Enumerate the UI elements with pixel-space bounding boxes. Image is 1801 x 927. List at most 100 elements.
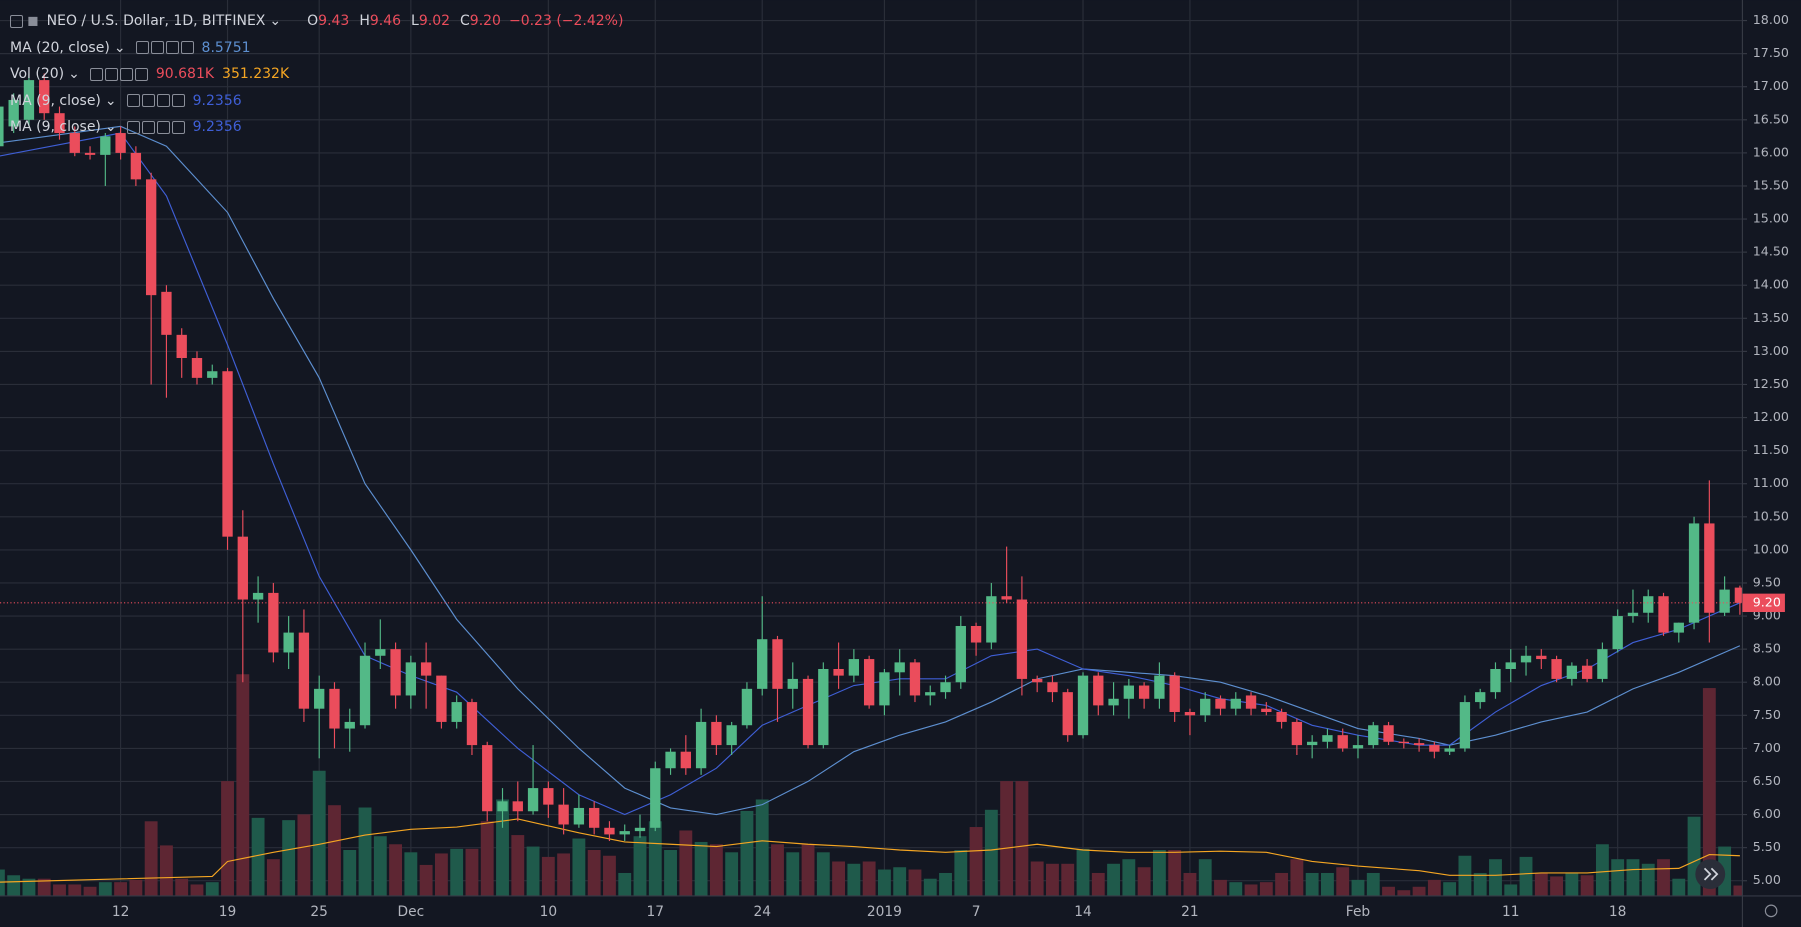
volume-bar xyxy=(1244,884,1258,896)
volume-bar xyxy=(679,830,693,896)
candle-body xyxy=(1581,665,1593,679)
volume-bar xyxy=(1702,688,1716,896)
candle-body xyxy=(176,334,187,359)
volume-bar xyxy=(480,821,494,896)
last-price-tag xyxy=(1742,593,1785,613)
x-tick-label: 7 xyxy=(972,904,981,920)
volume-bar xyxy=(633,836,647,896)
candle-body xyxy=(1001,596,1012,600)
candle-body xyxy=(1551,659,1562,679)
y-tick-label: 5.50 xyxy=(1753,839,1781,854)
y-tick-label: 8.50 xyxy=(1753,641,1781,656)
volume-bar xyxy=(908,869,922,896)
ohlc-label: C xyxy=(460,13,470,30)
volume-bar xyxy=(709,844,723,896)
volume-bar xyxy=(1595,844,1609,896)
legend-value: 8.5751 xyxy=(201,39,251,56)
candle-body xyxy=(1337,735,1348,749)
candle-body xyxy=(1093,675,1104,706)
candle-body xyxy=(787,678,798,689)
candle-body xyxy=(0,106,4,147)
volume-bar xyxy=(1076,848,1090,896)
dropdown[interactable]: ⌄ xyxy=(104,119,117,136)
volume-bar xyxy=(877,869,891,896)
volume-bar xyxy=(618,872,632,896)
candle-body xyxy=(1383,725,1394,742)
y-tick-label: 17.00 xyxy=(1753,78,1789,93)
dropdown[interactable]: ⌄ xyxy=(113,39,126,56)
settings-icon[interactable] xyxy=(1764,904,1778,918)
candle-body xyxy=(8,99,19,127)
x-tick-label: 14 xyxy=(1074,904,1092,920)
dropdown[interactable]: ⌄ xyxy=(104,92,117,109)
y-tick-label: 7.00 xyxy=(1753,740,1781,755)
candle-body xyxy=(955,625,966,683)
y-tick-label: 12.50 xyxy=(1753,376,1789,391)
candle-body xyxy=(940,682,951,693)
volume-bar xyxy=(1214,879,1227,896)
y-tick-label: 7.50 xyxy=(1753,707,1781,722)
candle-body xyxy=(329,688,340,729)
volume-bar xyxy=(434,853,448,896)
y-tick-label: 11.00 xyxy=(1753,475,1789,490)
legend-value: 351.232K xyxy=(222,66,290,83)
y-tick-label: 15.50 xyxy=(1753,177,1789,192)
volume-bar xyxy=(1183,872,1197,896)
volume-bar xyxy=(1672,878,1686,896)
candle-body xyxy=(757,639,768,689)
candle-body xyxy=(344,721,355,729)
indicator-buttons[interactable] xyxy=(135,41,194,55)
candles xyxy=(0,73,1743,842)
volume-bar xyxy=(1565,872,1579,896)
last-price-label: 9.20 xyxy=(1753,594,1781,609)
legend-row: MA (20, close) ⌄ 8.5751 xyxy=(0,35,623,62)
candle-body xyxy=(1368,725,1379,746)
candle-body xyxy=(802,678,814,746)
candle-body xyxy=(1429,745,1440,752)
candle-body xyxy=(1643,596,1654,613)
volume-bar xyxy=(893,867,907,896)
volume-bar xyxy=(1473,872,1487,896)
candle-body xyxy=(1597,649,1608,679)
dropdown[interactable]: ⌄ xyxy=(269,13,282,30)
volume-bar xyxy=(83,886,97,896)
candle-body xyxy=(1169,675,1180,713)
dropdown[interactable]: ⌄ xyxy=(68,66,80,83)
candle-body xyxy=(1490,668,1501,693)
candle-body xyxy=(23,80,35,120)
volume-bar xyxy=(114,882,128,896)
x-tick-label: 17 xyxy=(647,904,665,920)
volume-pane xyxy=(0,674,1743,896)
candle-body xyxy=(680,751,691,769)
y-tick-label: 6.50 xyxy=(1753,773,1781,788)
x-tick-label: 24 xyxy=(753,904,771,920)
candle-body xyxy=(314,688,325,709)
candle-body xyxy=(482,745,493,812)
flag-icon: ◼ xyxy=(27,13,39,30)
volume-bar xyxy=(541,856,555,896)
indicator-line xyxy=(0,132,1741,816)
indicator-buttons[interactable] xyxy=(89,67,148,81)
candle-body xyxy=(1734,587,1743,603)
y-tick-label: 17.50 xyxy=(1753,45,1789,60)
candle-body xyxy=(1719,589,1730,613)
axes: 5.005.506.006.507.007.508.008.509.009.50… xyxy=(0,12,1789,920)
candle-body xyxy=(451,702,462,722)
candle-body xyxy=(1322,735,1333,742)
indicator-lines xyxy=(0,125,1741,883)
volume-bar xyxy=(648,821,662,896)
volume-bar xyxy=(847,863,861,896)
indicator-buttons[interactable] xyxy=(126,120,185,134)
candle-body xyxy=(283,632,294,653)
indicator-buttons[interactable] xyxy=(126,94,185,108)
candle-body xyxy=(54,113,65,134)
collapse-icon[interactable] xyxy=(10,14,23,28)
candle-body xyxy=(268,592,279,653)
volume-bar xyxy=(1091,872,1105,896)
candle-body xyxy=(741,688,753,726)
y-tick-label: 13.50 xyxy=(1753,310,1789,325)
volume-bar xyxy=(1351,879,1365,896)
candle-body xyxy=(1612,616,1623,650)
volume-bar xyxy=(205,882,219,896)
